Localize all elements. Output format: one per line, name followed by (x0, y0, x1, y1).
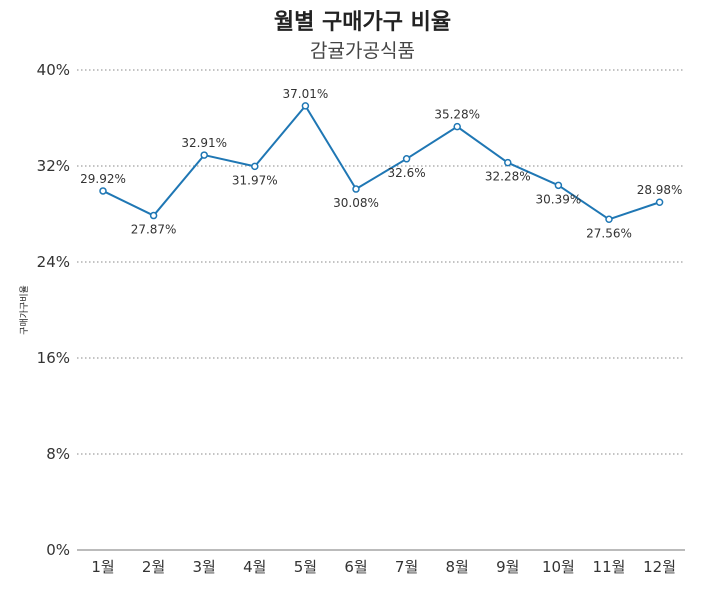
data-label: 30.39% (536, 192, 582, 206)
data-point (352, 185, 360, 193)
data-label: 32.6% (388, 166, 426, 180)
chart-title: 월별 구매가구 비율 (273, 10, 452, 35)
y-axis-label: 구매가구비율 (19, 285, 30, 335)
data-point (605, 215, 613, 224)
y-tick-label: 24% (37, 253, 70, 271)
data-point (554, 181, 563, 190)
data-label: 32.28% (485, 170, 531, 184)
x-tick-label: 6월 (344, 558, 367, 576)
data-point (504, 158, 512, 167)
x-tick-label: 2월 (142, 558, 165, 576)
data-point (149, 211, 158, 220)
data-point (200, 151, 208, 159)
chart-subtitle: 감귤가공식품 (310, 40, 415, 62)
x-tick-label: 12월 (643, 558, 676, 576)
data-point (301, 102, 310, 110)
data-label: 37.01% (283, 87, 329, 101)
data-point (99, 187, 107, 195)
data-label: 27.56% (586, 226, 632, 240)
data-point (655, 198, 664, 206)
data-label: 29.92% (80, 172, 126, 186)
data-point (453, 122, 461, 131)
y-tick-label: 32% (37, 157, 70, 175)
data-label: 32.91% (181, 136, 227, 150)
x-tick-label: 1월 (91, 558, 114, 576)
x-tick-label: 10월 (542, 558, 575, 576)
data-label: 31.97% (232, 173, 278, 187)
x-tick-label: 4월 (243, 558, 266, 576)
data-point (402, 155, 411, 163)
x-tick-label: 7월 (395, 558, 418, 576)
x-tick-label: 11월 (593, 558, 626, 576)
data-label: 27.87% (131, 223, 177, 237)
x-tick-label: 3월 (193, 558, 216, 576)
y-tick-label: 0% (46, 541, 70, 559)
x-tick-label: 9월 (496, 558, 519, 576)
data-point (251, 162, 259, 171)
series-line (102, 104, 660, 221)
data-label: 35.28% (434, 108, 480, 122)
y-tick-label: 8% (46, 445, 70, 463)
y-tick-label: 16% (37, 349, 70, 367)
data-label: 30.08% (333, 196, 379, 210)
x-tick-label: 5월 (294, 558, 317, 576)
data-label: 28.98% (637, 183, 683, 197)
x-tick-label: 8월 (446, 558, 469, 576)
y-tick-label: 40% (37, 61, 70, 79)
